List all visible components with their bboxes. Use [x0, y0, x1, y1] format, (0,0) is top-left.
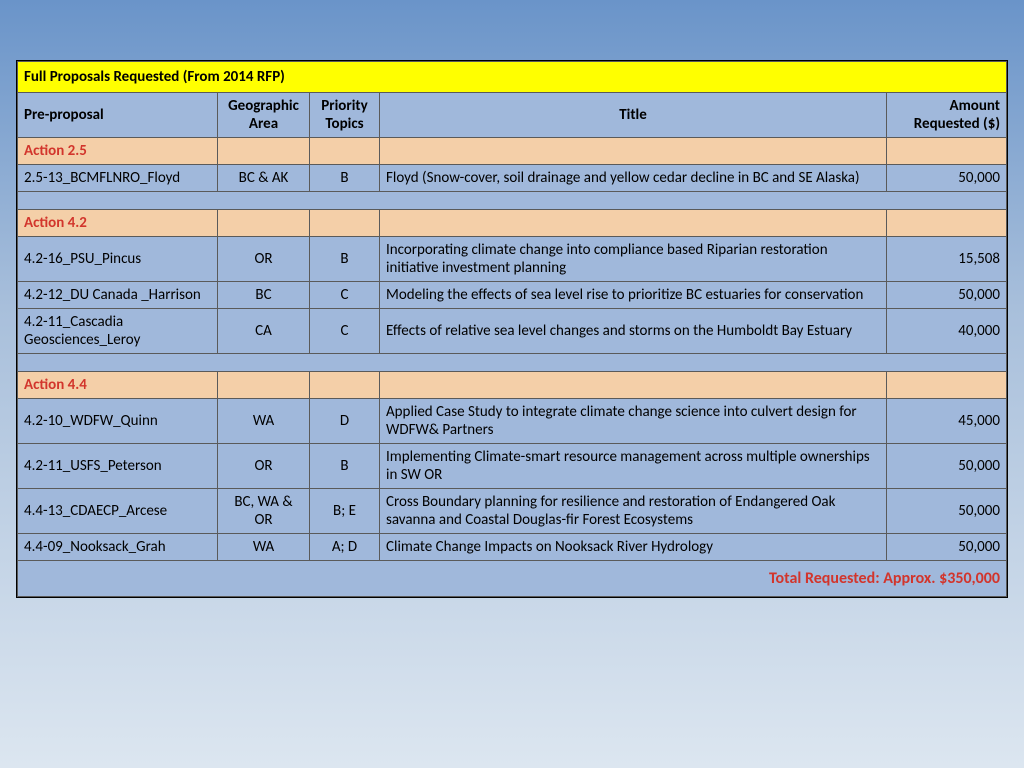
cell-title: Modeling the effects of sea level rise t… [380, 282, 887, 309]
cell-title: Climate Change Impacts on Nooksack River… [380, 534, 887, 561]
cell-pre: 2.5-13_BCMFLNRO_Floyd [18, 165, 218, 192]
action-row: Action 4.4 [18, 372, 1007, 399]
action-label: Action 2.5 [18, 138, 218, 165]
col-geo: Geographic Area [218, 93, 310, 138]
cell-title: Cross Boundary planning for resilience a… [380, 489, 887, 534]
cell-pre: 4.2-12_DU Canada _Harrison [18, 282, 218, 309]
table-row: 4.2-11_USFS_PetersonORBImplementing Clim… [18, 444, 1007, 489]
cell-pre: 4.2-16_PSU_Pincus [18, 237, 218, 282]
cell-amt: 40,000 [886, 309, 1006, 354]
cell-pri: D [310, 399, 380, 444]
cell-amt: 50,000 [886, 444, 1006, 489]
proposals-table: Full Proposals Requested (From 2014 RFP)… [17, 61, 1007, 597]
table-row: 4.2-16_PSU_PincusORBIncorporating climat… [18, 237, 1007, 282]
cell-pri: C [310, 282, 380, 309]
cell-geo: BC & AK [218, 165, 310, 192]
table-row: 4.2-10_WDFW_QuinnWADApplied Case Study t… [18, 399, 1007, 444]
col-amt: Amount Requested ($) [886, 93, 1006, 138]
cell-pre: 4.4-13_CDAECP_Arcese [18, 489, 218, 534]
cell-amt: 45,000 [886, 399, 1006, 444]
cell-amt: 50,000 [886, 282, 1006, 309]
cell-title: Effects of relative sea level changes an… [380, 309, 887, 354]
action-row: Action 2.5 [18, 138, 1007, 165]
cell-pri: A; D [310, 534, 380, 561]
cell-amt: 50,000 [886, 489, 1006, 534]
col-pre: Pre-proposal [18, 93, 218, 138]
cell-amt: 50,000 [886, 165, 1006, 192]
table-row: 4.2-11_Cascadia Geosciences_LeroyCACEffe… [18, 309, 1007, 354]
cell-pri: B [310, 165, 380, 192]
total-row: Total Requested: Approx. $350,000 [18, 561, 1007, 597]
cell-pre: 4.2-11_USFS_Peterson [18, 444, 218, 489]
col-pri: Priority Topics [310, 93, 380, 138]
cell-pri: B [310, 237, 380, 282]
action-label: Action 4.2 [18, 210, 218, 237]
cell-title: Incorporating climate change into compli… [380, 237, 887, 282]
proposals-table-container: Full Proposals Requested (From 2014 RFP)… [16, 60, 1008, 598]
cell-geo: BC, WA & OR [218, 489, 310, 534]
cell-geo: CA [218, 309, 310, 354]
cell-geo: WA [218, 534, 310, 561]
table-row: 4.2-12_DU Canada _HarrisonBCCModeling th… [18, 282, 1007, 309]
cell-geo: OR [218, 444, 310, 489]
cell-pri: C [310, 309, 380, 354]
table-title-row: Full Proposals Requested (From 2014 RFP) [18, 62, 1007, 93]
action-label: Action 4.4 [18, 372, 218, 399]
column-header-row: Pre-proposalGeographic AreaPriority Topi… [18, 93, 1007, 138]
cell-title: Applied Case Study to integrate climate … [380, 399, 887, 444]
spacer-row [18, 354, 1007, 372]
cell-amt: 50,000 [886, 534, 1006, 561]
table-row: 4.4-09_Nooksack_GrahWAA; DClimate Change… [18, 534, 1007, 561]
spacer-row [18, 192, 1007, 210]
cell-title: Floyd (Snow-cover, soil drainage and yel… [380, 165, 887, 192]
cell-geo: WA [218, 399, 310, 444]
action-row: Action 4.2 [18, 210, 1007, 237]
table-row: 2.5-13_BCMFLNRO_FloydBC & AKBFloyd (Snow… [18, 165, 1007, 192]
total-label: Total Requested: Approx. $350,000 [18, 561, 1007, 597]
cell-pre: 4.4-09_Nooksack_Grah [18, 534, 218, 561]
cell-pre: 4.2-10_WDFW_Quinn [18, 399, 218, 444]
cell-geo: BC [218, 282, 310, 309]
table-title: Full Proposals Requested (From 2014 RFP) [18, 62, 1007, 93]
cell-amt: 15,508 [886, 237, 1006, 282]
table-row: 4.4-13_CDAECP_ArceseBC, WA & ORB; ECross… [18, 489, 1007, 534]
cell-pre: 4.2-11_Cascadia Geosciences_Leroy [18, 309, 218, 354]
cell-pri: B [310, 444, 380, 489]
cell-geo: OR [218, 237, 310, 282]
cell-title: Implementing Climate-smart resource mana… [380, 444, 887, 489]
cell-pri: B; E [310, 489, 380, 534]
col-title: Title [380, 93, 887, 138]
